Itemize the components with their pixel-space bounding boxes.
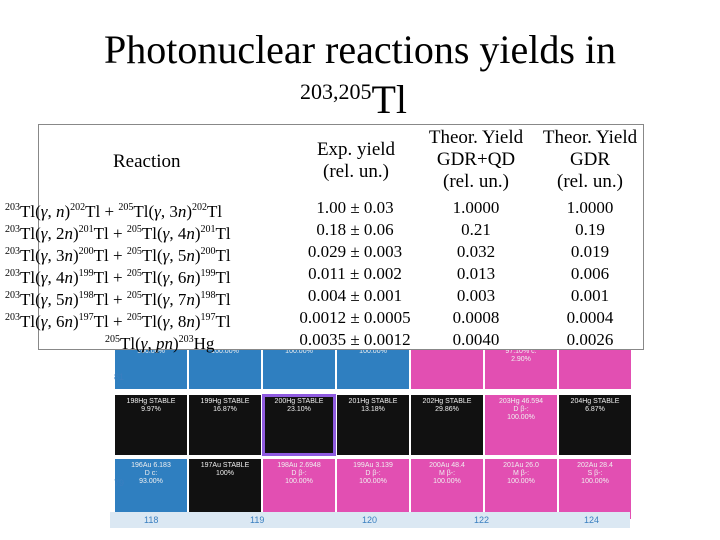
exp-yield-cell: 0.004 ± 0.001 xyxy=(307,286,403,305)
axis-tick: 122 xyxy=(474,515,490,525)
nuclide-cell: 202Au 28.4 S β-: 100.00% xyxy=(558,458,632,520)
header-exp-line1: Exp. yield xyxy=(316,139,396,160)
theor-gdr-qd-cell: 0.21 xyxy=(461,220,491,239)
theor-gdr-cell: 0.019 xyxy=(570,242,610,261)
header-theor-gdr: Theor. Yield GDR (rel. un.) xyxy=(535,127,645,193)
axis-tick: 118 xyxy=(144,515,159,525)
reaction-cell: 203Tl(γ, 5n)198Tl + 205Tl(γ, 7n)198Tl xyxy=(5,290,231,309)
axis-tick: 124 xyxy=(584,515,600,525)
nuclide-cell: 203Hg 46.594 D β-: 100.00% xyxy=(484,394,558,456)
header-qd-line2: GDR+QD xyxy=(436,149,516,170)
axis-tick: 119 xyxy=(250,515,265,525)
theor-gdr-cell: 0.0004 xyxy=(566,308,614,327)
nuclide-cell: 197Au STABLE 100% xyxy=(188,458,262,520)
header-gdr-line1: Theor. Yield xyxy=(542,127,638,148)
header-gdr-line3: (rel. un.) xyxy=(557,171,623,192)
yields-table: Reaction Exp. yield (rel. un.) Theor. Yi… xyxy=(5,124,645,353)
header-theor-gdr-qd: Theor. Yield GDR+QD (rel. un.) xyxy=(421,127,531,193)
theor-gdr-qd-cell: 0.032 xyxy=(456,242,496,261)
exp-yield-cell: 0.18 ± 0.06 xyxy=(316,220,394,239)
slide-title-line1: Photonuclear reactions yields in xyxy=(103,27,617,72)
reaction-cell: 203Tl(γ, 3n)200Tl + 205Tl(γ, 5n)200Tl xyxy=(5,246,231,265)
nuclide-cell: 200Au 48.4 M β-: 100.00% xyxy=(410,458,484,520)
exp-yield-cell: 0.011 ± 0.002 xyxy=(308,264,402,283)
nuclide-cell: 199Hg STABLE 16.87% xyxy=(188,394,262,456)
nuclide-cell: 198Au 2.6948 D β-: 100.00% xyxy=(262,458,336,520)
theor-gdr-cell: 1.0000 xyxy=(566,198,614,217)
reaction-cell: 203Tl(γ, 4n)199Tl + 205Tl(γ, 6n)199Tl xyxy=(5,268,231,287)
nuclide-cell: 204Hg STABLE 6.87% xyxy=(558,394,632,456)
header-exp-yield: Exp. yield (rel. un.) xyxy=(311,139,401,183)
theor-gdr-cell: 0.001 xyxy=(570,286,610,305)
element-symbol: Tl xyxy=(371,77,408,122)
nuclide-cell: 199Au 3.139 D β-: 100.00% xyxy=(336,458,410,520)
header-qd-line3: (rel. un.) xyxy=(443,171,509,192)
exp-yield-cell: 1.00 ± 0.03 xyxy=(316,198,394,217)
header-gdr-line2: GDR xyxy=(569,149,611,170)
theor-gdr-qd-cell: 0.0040 xyxy=(452,330,500,349)
header-exp-line2: (rel. un.) xyxy=(323,161,389,182)
reaction-cell: 203Tl(γ, n)202Tl + 205Tl(γ, 3n)202Tl xyxy=(5,202,223,221)
nuclide-cell: 201Au 26.0 M β-: 100.00% xyxy=(484,458,558,520)
header-qd-line1: Theor. Yield xyxy=(428,127,524,148)
exp-yield-cell: 0.0012 ± 0.0005 xyxy=(299,308,411,327)
theor-gdr-qd-cell: 0.003 xyxy=(456,286,496,305)
theor-gdr-qd-cell: 0.013 xyxy=(456,264,496,283)
nuclide-cell: 196Au 6.183 D c: 93.00% xyxy=(114,458,188,520)
theor-gdr-qd-cell: 1.0000 xyxy=(452,198,500,217)
isotope-mass-numbers: 203,205 xyxy=(300,79,372,104)
reaction-cell: 203Tl(γ, 6n)197Tl + 205Tl(γ, 8n)197Tl xyxy=(5,312,231,331)
reaction-cell: 203Tl(γ, 2n)201Tl + 205Tl(γ, 4n)201Tl xyxy=(5,224,231,243)
row-label-81: 81 xyxy=(114,372,125,382)
nuclide-cell: 198Hg STABLE 9.97% xyxy=(114,394,188,456)
neutron-number-axis: 118 119 120 122 124 xyxy=(110,512,630,528)
theor-gdr-cell: 0.0026 xyxy=(566,330,614,349)
slide-title-line2: 203,205Tl xyxy=(300,70,407,125)
header-reaction: Reaction xyxy=(113,151,181,172)
theor-gdr-cell: 0.19 xyxy=(575,220,605,239)
axis-tick: 120 xyxy=(362,515,378,525)
exp-yield-cell: 0.0035 ± 0.0012 xyxy=(299,330,411,349)
reaction-cell: 205Tl(γ, pn)203Hg xyxy=(105,334,215,353)
theor-gdr-qd-cell: 0.0008 xyxy=(452,308,500,327)
nuclide-cell: 202Hg STABLE 29.86% xyxy=(410,394,484,456)
row-label-79: 79 xyxy=(114,478,125,488)
theor-gdr-cell: 0.006 xyxy=(570,264,610,283)
nuclide-cell: 201Hg STABLE 13.18% xyxy=(336,394,410,456)
exp-yield-cell: 0.029 ± 0.003 xyxy=(307,242,403,261)
nuclide-cell: 200Hg STABLE 23.10% xyxy=(262,394,336,456)
